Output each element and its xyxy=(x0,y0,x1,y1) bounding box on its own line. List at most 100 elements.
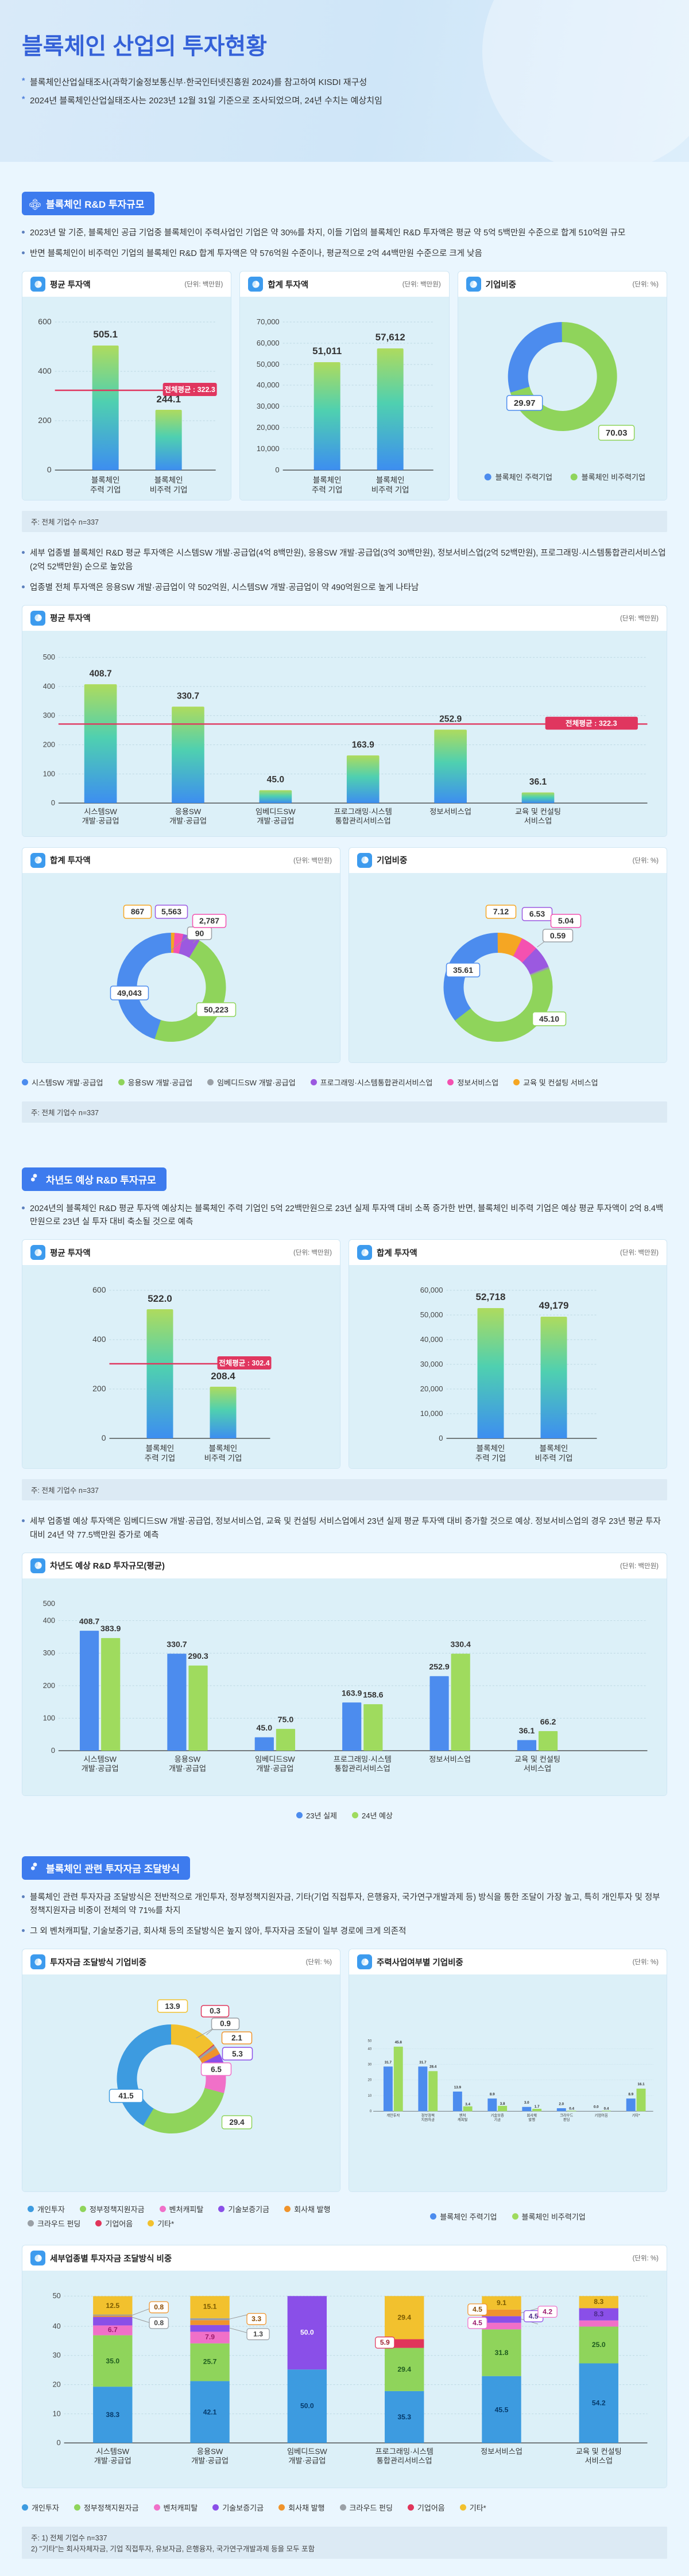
svg-text:158.6: 158.6 xyxy=(363,1690,384,1700)
svg-text:0: 0 xyxy=(276,465,280,474)
svg-text:41.5: 41.5 xyxy=(118,2092,134,2100)
svg-text:28.4: 28.4 xyxy=(429,2065,437,2069)
svg-text:200: 200 xyxy=(43,1681,55,1689)
svg-text:400: 400 xyxy=(92,1334,106,1344)
svg-text:6.53: 6.53 xyxy=(529,909,545,918)
svg-text:90: 90 xyxy=(195,929,204,938)
svg-text:400: 400 xyxy=(43,682,55,690)
svg-text:36.1: 36.1 xyxy=(529,777,547,787)
svg-text:8.9: 8.9 xyxy=(490,2093,495,2097)
svg-text:42.1: 42.1 xyxy=(203,2408,217,2416)
svg-text:5.04: 5.04 xyxy=(558,916,574,925)
svg-text:12.5: 12.5 xyxy=(106,2302,119,2310)
svg-text:3.0: 3.0 xyxy=(524,2101,529,2105)
svg-text:8.9: 8.9 xyxy=(628,2093,633,2097)
svg-text:블록체인: 블록체인 xyxy=(540,1444,568,1453)
svg-text:10: 10 xyxy=(368,2094,372,2098)
svg-text:500: 500 xyxy=(43,653,55,661)
svg-text:크라우드: 크라우드 xyxy=(560,2113,573,2118)
svg-text:70.03: 70.03 xyxy=(606,428,628,438)
svg-text:0: 0 xyxy=(51,1747,55,1755)
svg-text:응용SW: 응용SW xyxy=(175,1755,201,1763)
svg-text:정부정책: 정부정책 xyxy=(421,2113,435,2118)
svg-text:50.0: 50.0 xyxy=(300,2329,314,2337)
svg-text:0.4: 0.4 xyxy=(604,2107,609,2111)
svg-text:2.0: 2.0 xyxy=(559,2102,564,2106)
svg-text:임베디드SW: 임베디드SW xyxy=(255,1755,295,1763)
svg-text:57,612: 57,612 xyxy=(376,332,405,343)
svg-text:0: 0 xyxy=(47,465,52,474)
svg-text:163.9: 163.9 xyxy=(352,740,374,750)
svg-text:20: 20 xyxy=(368,2078,372,2082)
svg-text:주력 기업: 주력 기업 xyxy=(475,1454,506,1462)
svg-text:임베디드SW: 임베디드SW xyxy=(287,2447,327,2456)
svg-text:60,000: 60,000 xyxy=(420,1286,443,1294)
svg-text:200: 200 xyxy=(38,416,52,425)
svg-text:4.2: 4.2 xyxy=(543,2308,552,2316)
svg-text:500: 500 xyxy=(43,1600,55,1608)
svg-text:프로그래밍·시스템: 프로그래밍·시스템 xyxy=(376,2447,433,2456)
svg-text:기타*: 기타* xyxy=(632,2113,641,2118)
svg-text:0.4: 0.4 xyxy=(569,2107,574,2111)
svg-text:벤처: 벤처 xyxy=(459,2113,466,2118)
svg-text:29.4: 29.4 xyxy=(397,2314,411,2322)
svg-text:10: 10 xyxy=(53,2410,61,2418)
svg-text:200: 200 xyxy=(92,1384,106,1393)
svg-text:400: 400 xyxy=(38,366,52,375)
svg-text:1.3: 1.3 xyxy=(253,2330,263,2338)
svg-text:408.7: 408.7 xyxy=(79,1617,100,1626)
svg-text:20,000: 20,000 xyxy=(420,1384,443,1393)
svg-text:정보서비스업: 정보서비스업 xyxy=(429,808,471,816)
svg-text:40: 40 xyxy=(53,2322,61,2330)
svg-text:개발·공급업: 개발·공급업 xyxy=(82,816,119,825)
svg-text:개발·공급업: 개발·공급업 xyxy=(257,816,294,825)
svg-text:통합관리서비스업: 통합관리서비스업 xyxy=(335,816,391,825)
svg-text:개발·공급업: 개발·공급업 xyxy=(256,1764,293,1772)
svg-text:25.0: 25.0 xyxy=(592,2341,606,2349)
svg-text:400: 400 xyxy=(43,1616,55,1624)
svg-text:75.0: 75.0 xyxy=(278,1715,294,1724)
svg-text:50: 50 xyxy=(53,2292,61,2300)
svg-text:8.3: 8.3 xyxy=(594,2310,603,2318)
svg-text:66.2: 66.2 xyxy=(540,1717,556,1727)
svg-text:6.5: 6.5 xyxy=(211,2065,222,2074)
svg-text:5,563: 5,563 xyxy=(161,907,181,916)
svg-text:408.7: 408.7 xyxy=(90,669,112,678)
svg-text:25.7: 25.7 xyxy=(203,2358,217,2366)
svg-text:31.7: 31.7 xyxy=(419,2061,427,2065)
svg-text:49,043: 49,043 xyxy=(117,988,142,998)
svg-text:블록체인 비주력기업: 블록체인 비주력기업 xyxy=(581,473,645,482)
svg-text:0.0: 0.0 xyxy=(594,2105,599,2109)
svg-text:50,000: 50,000 xyxy=(420,1310,443,1319)
svg-text:비주력 기업: 비주력 기업 xyxy=(371,486,409,494)
svg-text:주력 기업: 주력 기업 xyxy=(312,486,342,494)
svg-text:31.8: 31.8 xyxy=(495,2349,509,2357)
svg-text:15.1: 15.1 xyxy=(203,2303,217,2311)
svg-text:서비스업: 서비스업 xyxy=(524,816,552,825)
svg-text:통합관리서비스업: 통합관리서비스업 xyxy=(335,1764,390,1772)
svg-text:54.2: 54.2 xyxy=(592,2399,606,2407)
svg-text:29.97: 29.97 xyxy=(514,398,536,408)
svg-text:개발·공급업: 개발·공급업 xyxy=(94,2457,131,2465)
svg-text:3.8: 3.8 xyxy=(500,2102,505,2106)
svg-text:프로그래밍·시스템: 프로그래밍·시스템 xyxy=(334,1755,392,1763)
svg-text:20,000: 20,000 xyxy=(257,423,280,432)
svg-text:6.7: 6.7 xyxy=(108,2326,118,2334)
svg-text:45.10: 45.10 xyxy=(539,1014,559,1023)
svg-text:교육 및 컨설팅: 교육 및 컨설팅 xyxy=(515,808,561,816)
svg-text:0.3: 0.3 xyxy=(210,2007,220,2015)
svg-text:45.8: 45.8 xyxy=(395,2040,402,2044)
svg-text:300: 300 xyxy=(43,712,55,720)
svg-text:블록체인: 블록체인 xyxy=(91,476,120,484)
svg-text:교육 및 컨설팅: 교육 및 컨설팅 xyxy=(576,2447,622,2456)
svg-text:29.4: 29.4 xyxy=(229,2118,245,2127)
svg-text:비주력 기업: 비주력 기업 xyxy=(204,1454,242,1462)
svg-text:8.3: 8.3 xyxy=(594,2298,603,2306)
svg-text:40: 40 xyxy=(368,2047,372,2051)
svg-text:60,000: 60,000 xyxy=(257,339,280,347)
svg-text:블록체인: 블록체인 xyxy=(477,1444,505,1453)
svg-text:회사채: 회사채 xyxy=(527,2113,537,2118)
svg-text:200: 200 xyxy=(43,740,55,748)
svg-text:36.1: 36.1 xyxy=(519,1727,535,1736)
svg-text:505.1: 505.1 xyxy=(93,329,118,340)
